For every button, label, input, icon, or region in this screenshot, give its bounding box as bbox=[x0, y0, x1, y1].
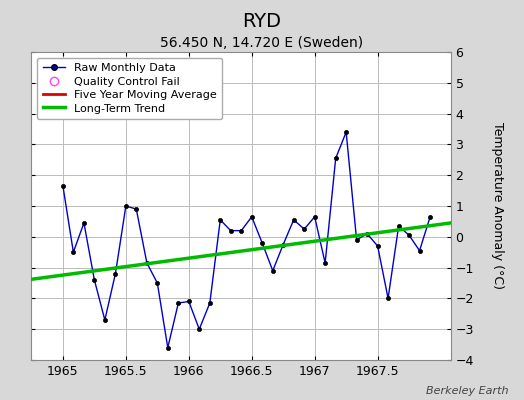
Text: 56.450 N, 14.720 E (Sweden): 56.450 N, 14.720 E (Sweden) bbox=[160, 36, 364, 50]
Text: RYD: RYD bbox=[243, 12, 281, 31]
Text: Berkeley Earth: Berkeley Earth bbox=[426, 386, 508, 396]
Y-axis label: Temperature Anomaly (°C): Temperature Anomaly (°C) bbox=[490, 122, 504, 290]
Legend: Raw Monthly Data, Quality Control Fail, Five Year Moving Average, Long-Term Tren: Raw Monthly Data, Quality Control Fail, … bbox=[37, 58, 222, 119]
